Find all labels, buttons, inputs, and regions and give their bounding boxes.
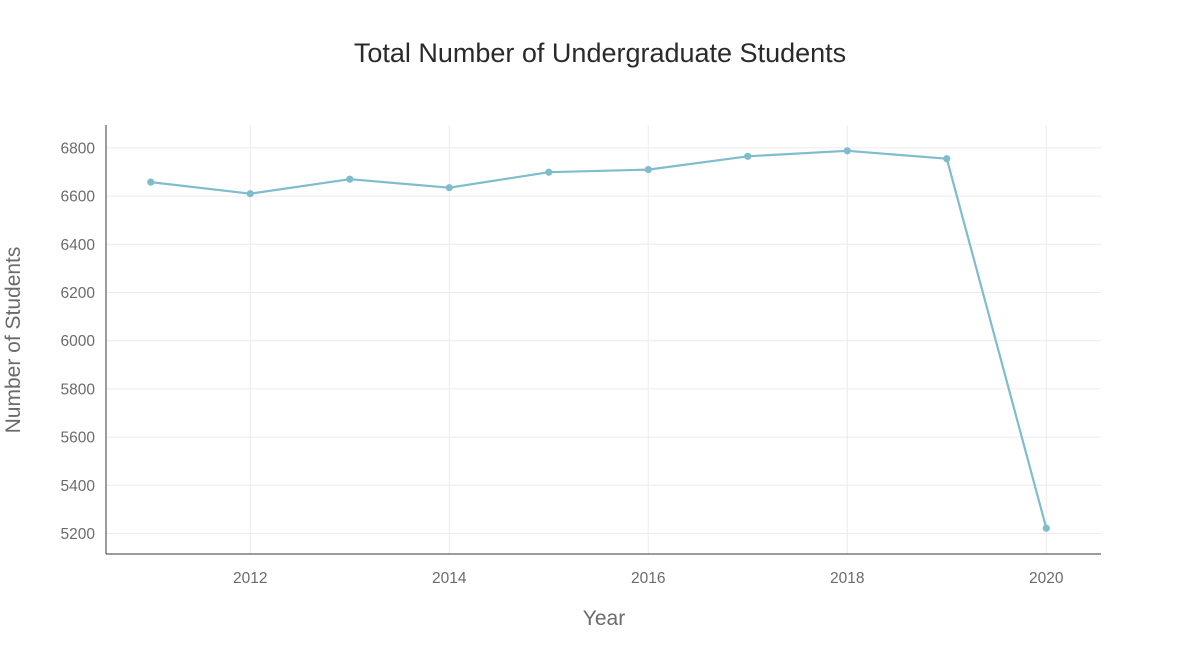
x-tick-label: 2014 [432, 570, 467, 587]
data-point[interactable] [545, 168, 553, 176]
data-point[interactable] [744, 152, 752, 160]
data-point[interactable] [445, 184, 453, 192]
x-tick-label: 2020 [1029, 570, 1064, 587]
x-tick-label: 2018 [830, 570, 864, 587]
x-tick-label: 2016 [631, 570, 665, 587]
axes [105, 125, 1101, 555]
y-tick-label: 6400 [61, 237, 96, 254]
x-axis-title: Year [583, 607, 625, 630]
tick-labels: 5200 5400 5600 5800 6000 6200 6400 6600 6800 2012… [61, 140, 1064, 587]
y-tick-label: 6600 [61, 189, 96, 206]
y-tick-label: 6000 [61, 333, 96, 350]
data-point[interactable] [644, 165, 652, 174]
y-tick-label: 5800 [61, 381, 96, 398]
data-point[interactable] [943, 155, 951, 163]
data-point[interactable] [147, 178, 155, 186]
x-tick-label: 2012 [233, 570, 267, 587]
chart-title: Total Number of Undergraduate Students [354, 38, 846, 68]
y-tick-label: 6200 [61, 285, 96, 302]
data-point[interactable] [346, 175, 354, 183]
y-tick-label: 5600 [61, 430, 96, 447]
y-tick-label: 5200 [61, 526, 96, 543]
grid [106, 125, 1101, 554]
y-axis-title: Number of Students [2, 247, 25, 434]
data-point[interactable] [843, 147, 851, 155]
y-tick-label: 6800 [61, 140, 96, 157]
y-tick-label: 5400 [61, 478, 96, 495]
data-point[interactable] [1042, 524, 1050, 532]
series-line [149, 149, 1048, 530]
data-point[interactable] [246, 190, 254, 198]
series [147, 147, 1050, 532]
